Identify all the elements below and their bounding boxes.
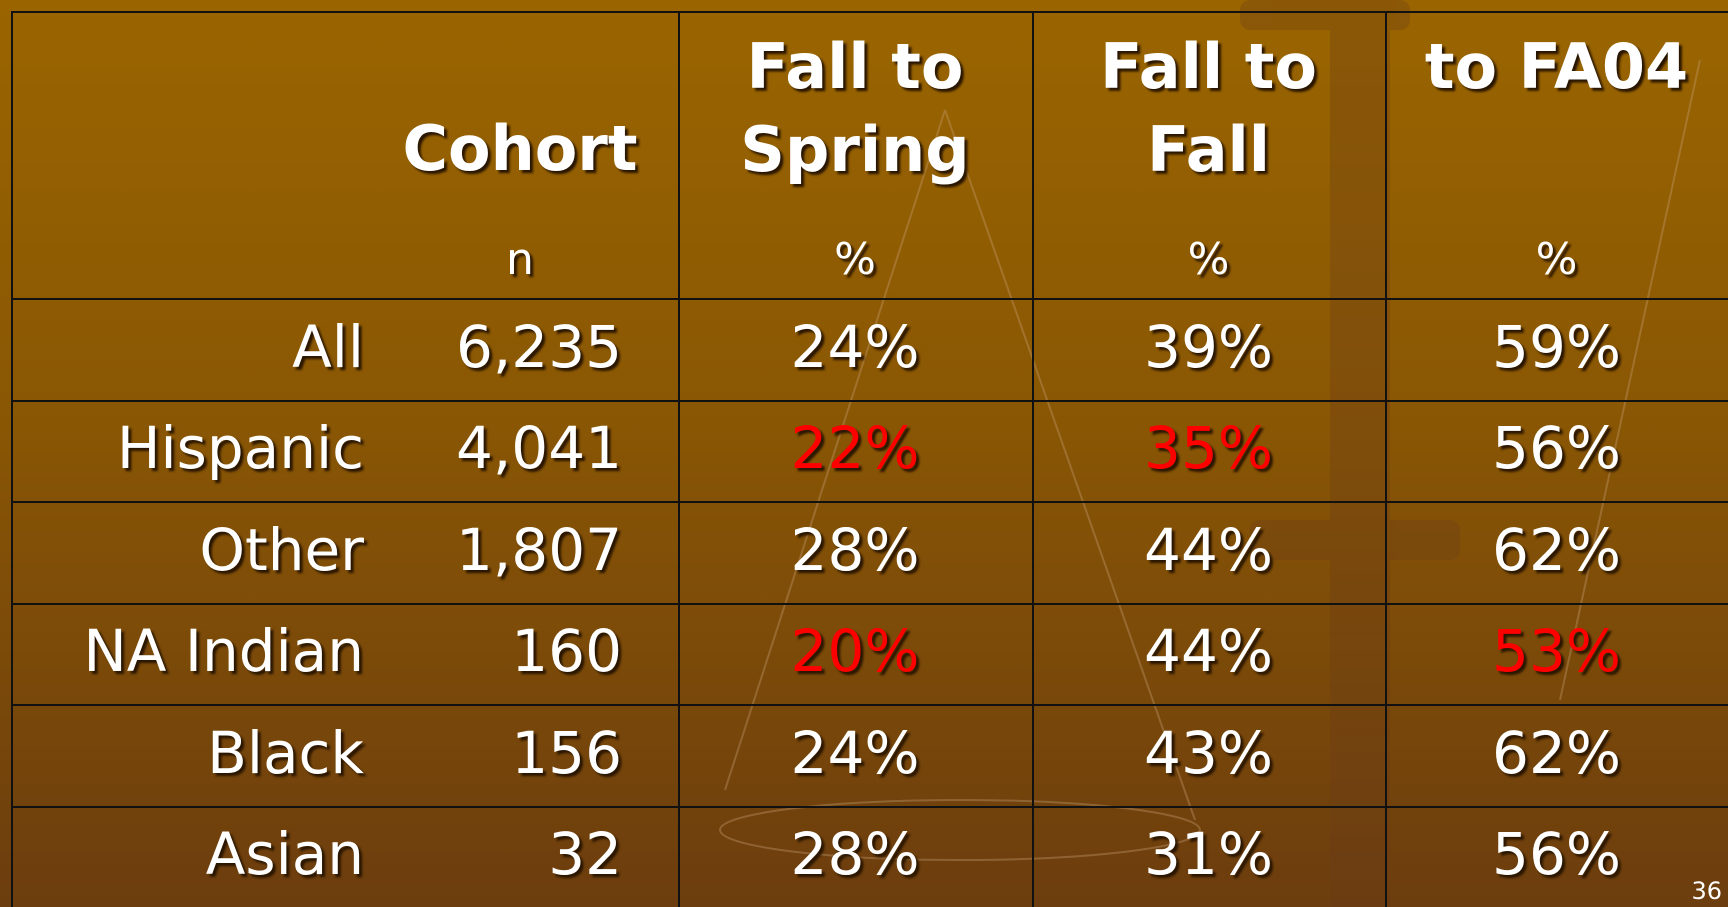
column-border — [1385, 11, 1387, 907]
cohort-count: 156 — [511, 718, 622, 787]
cohort-count: 32 — [548, 820, 622, 889]
row-border — [11, 11, 1728, 13]
rate-cell: 31% — [1144, 820, 1273, 889]
cohort-count: 4,041 — [455, 414, 622, 483]
row-border — [11, 501, 1728, 503]
row-border — [11, 805, 1728, 808]
row-label: All — [292, 312, 364, 381]
rate-cell: 53% — [1492, 617, 1621, 686]
row-label: Other — [199, 515, 364, 584]
rate-cell: 24% — [790, 312, 920, 381]
rate-cell: 56% — [1492, 820, 1621, 889]
column-border — [678, 11, 680, 907]
row-label: Black — [207, 718, 364, 787]
rate-cell: 20% — [790, 617, 920, 686]
row-border — [11, 399, 1728, 402]
row-border — [11, 704, 1728, 706]
column-header: Spring — [740, 113, 970, 186]
rate-cell: 22% — [790, 414, 920, 483]
row-label: NA Indian — [83, 617, 364, 686]
rate-cell: 24% — [790, 718, 920, 787]
column-unit: % — [1187, 234, 1230, 285]
column-header: Fall to — [1100, 30, 1317, 103]
rate-cell: 28% — [790, 820, 920, 889]
column-unit: n — [506, 234, 534, 285]
rate-cell: 35% — [1144, 414, 1273, 483]
column-unit: % — [834, 234, 876, 285]
column-header: Fall to — [746, 30, 964, 103]
cohort-count: 1,807 — [455, 515, 622, 584]
column-border — [11, 11, 13, 907]
slide-number: 36 — [1691, 877, 1722, 905]
column-header: Cohort — [402, 112, 638, 185]
rate-cell: 62% — [1492, 718, 1621, 787]
cohort-count: 6,235 — [455, 312, 622, 381]
rate-cell: 44% — [1144, 617, 1273, 686]
row-border — [11, 602, 1728, 605]
row-label: Asian — [205, 820, 364, 889]
rate-cell: 28% — [790, 515, 920, 584]
rate-cell: 62% — [1492, 515, 1621, 584]
column-header: Fall — [1146, 113, 1271, 186]
row-label: Hispanic — [116, 414, 364, 483]
column-unit: % — [1535, 234, 1578, 285]
column-border — [1032, 11, 1034, 907]
rate-cell: 39% — [1144, 312, 1273, 381]
cohort-count: 160 — [511, 617, 622, 686]
rate-cell: 44% — [1144, 515, 1273, 584]
rate-cell: 59% — [1492, 312, 1621, 381]
rate-cell: 43% — [1144, 718, 1273, 787]
column-header: to FA04 — [1424, 30, 1689, 103]
row-border — [11, 298, 1728, 300]
rate-cell: 56% — [1492, 414, 1621, 483]
